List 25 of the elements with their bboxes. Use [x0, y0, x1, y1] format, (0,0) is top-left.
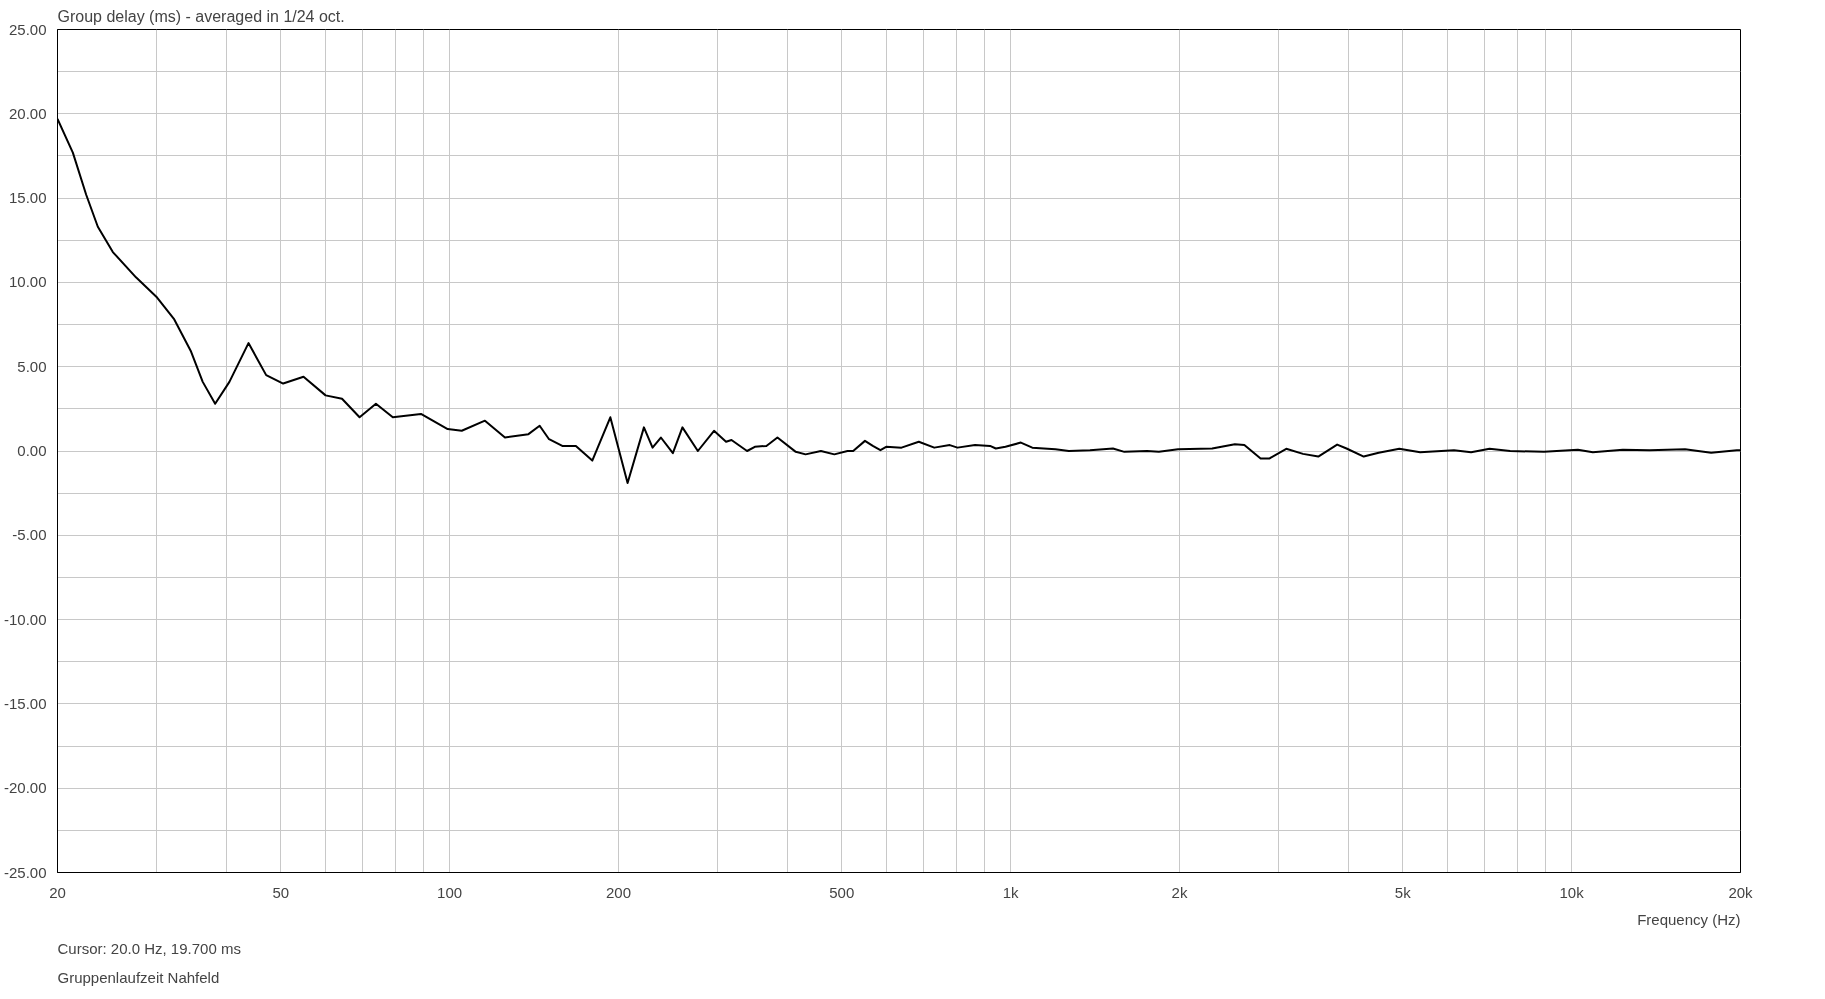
y-tick-label: -25.00 — [3, 863, 47, 881]
y-tick-label: -15.00 — [3, 694, 47, 712]
y-tick-label: 20.00 — [8, 104, 47, 122]
x-tick-label: 100 — [437, 883, 463, 901]
x-tick-label: 500 — [829, 883, 855, 901]
y-tick-label: 15.00 — [8, 189, 47, 207]
x-tick-label: 2k — [1171, 883, 1188, 901]
y-tick-label: -10.00 — [3, 610, 47, 628]
y-tick-label: 0.00 — [17, 442, 47, 459]
y-tick-label: 25.00 — [8, 20, 47, 38]
x-tick-label: 200 — [605, 883, 632, 901]
x-axis-title: Frequency (Hz) — [1637, 910, 1741, 928]
x-tick-label: 20 — [49, 883, 66, 901]
x-tick-label: 50 — [272, 883, 290, 901]
chart-title: Group delay (ms) - averaged in 1/24 oct. — [57, 7, 345, 25]
y-tick-label: 5.00 — [17, 357, 47, 375]
x-tick-label: 5k — [1394, 883, 1412, 901]
y-tick-label: 10.00 — [8, 273, 47, 291]
y-tick-label: -5.00 — [12, 526, 47, 544]
text: Cursor: 20.0 Hz, 19.700 ms — [57, 939, 241, 957]
x-tick-label: 1k — [1002, 883, 1020, 901]
text: Gruppenlaufzeit Nahfeld — [57, 968, 220, 986]
x-tick-label: 10k — [1559, 883, 1585, 901]
x-tick-label: 20k — [1728, 883, 1754, 901]
y-tick-label: -20.00 — [3, 779, 47, 797]
